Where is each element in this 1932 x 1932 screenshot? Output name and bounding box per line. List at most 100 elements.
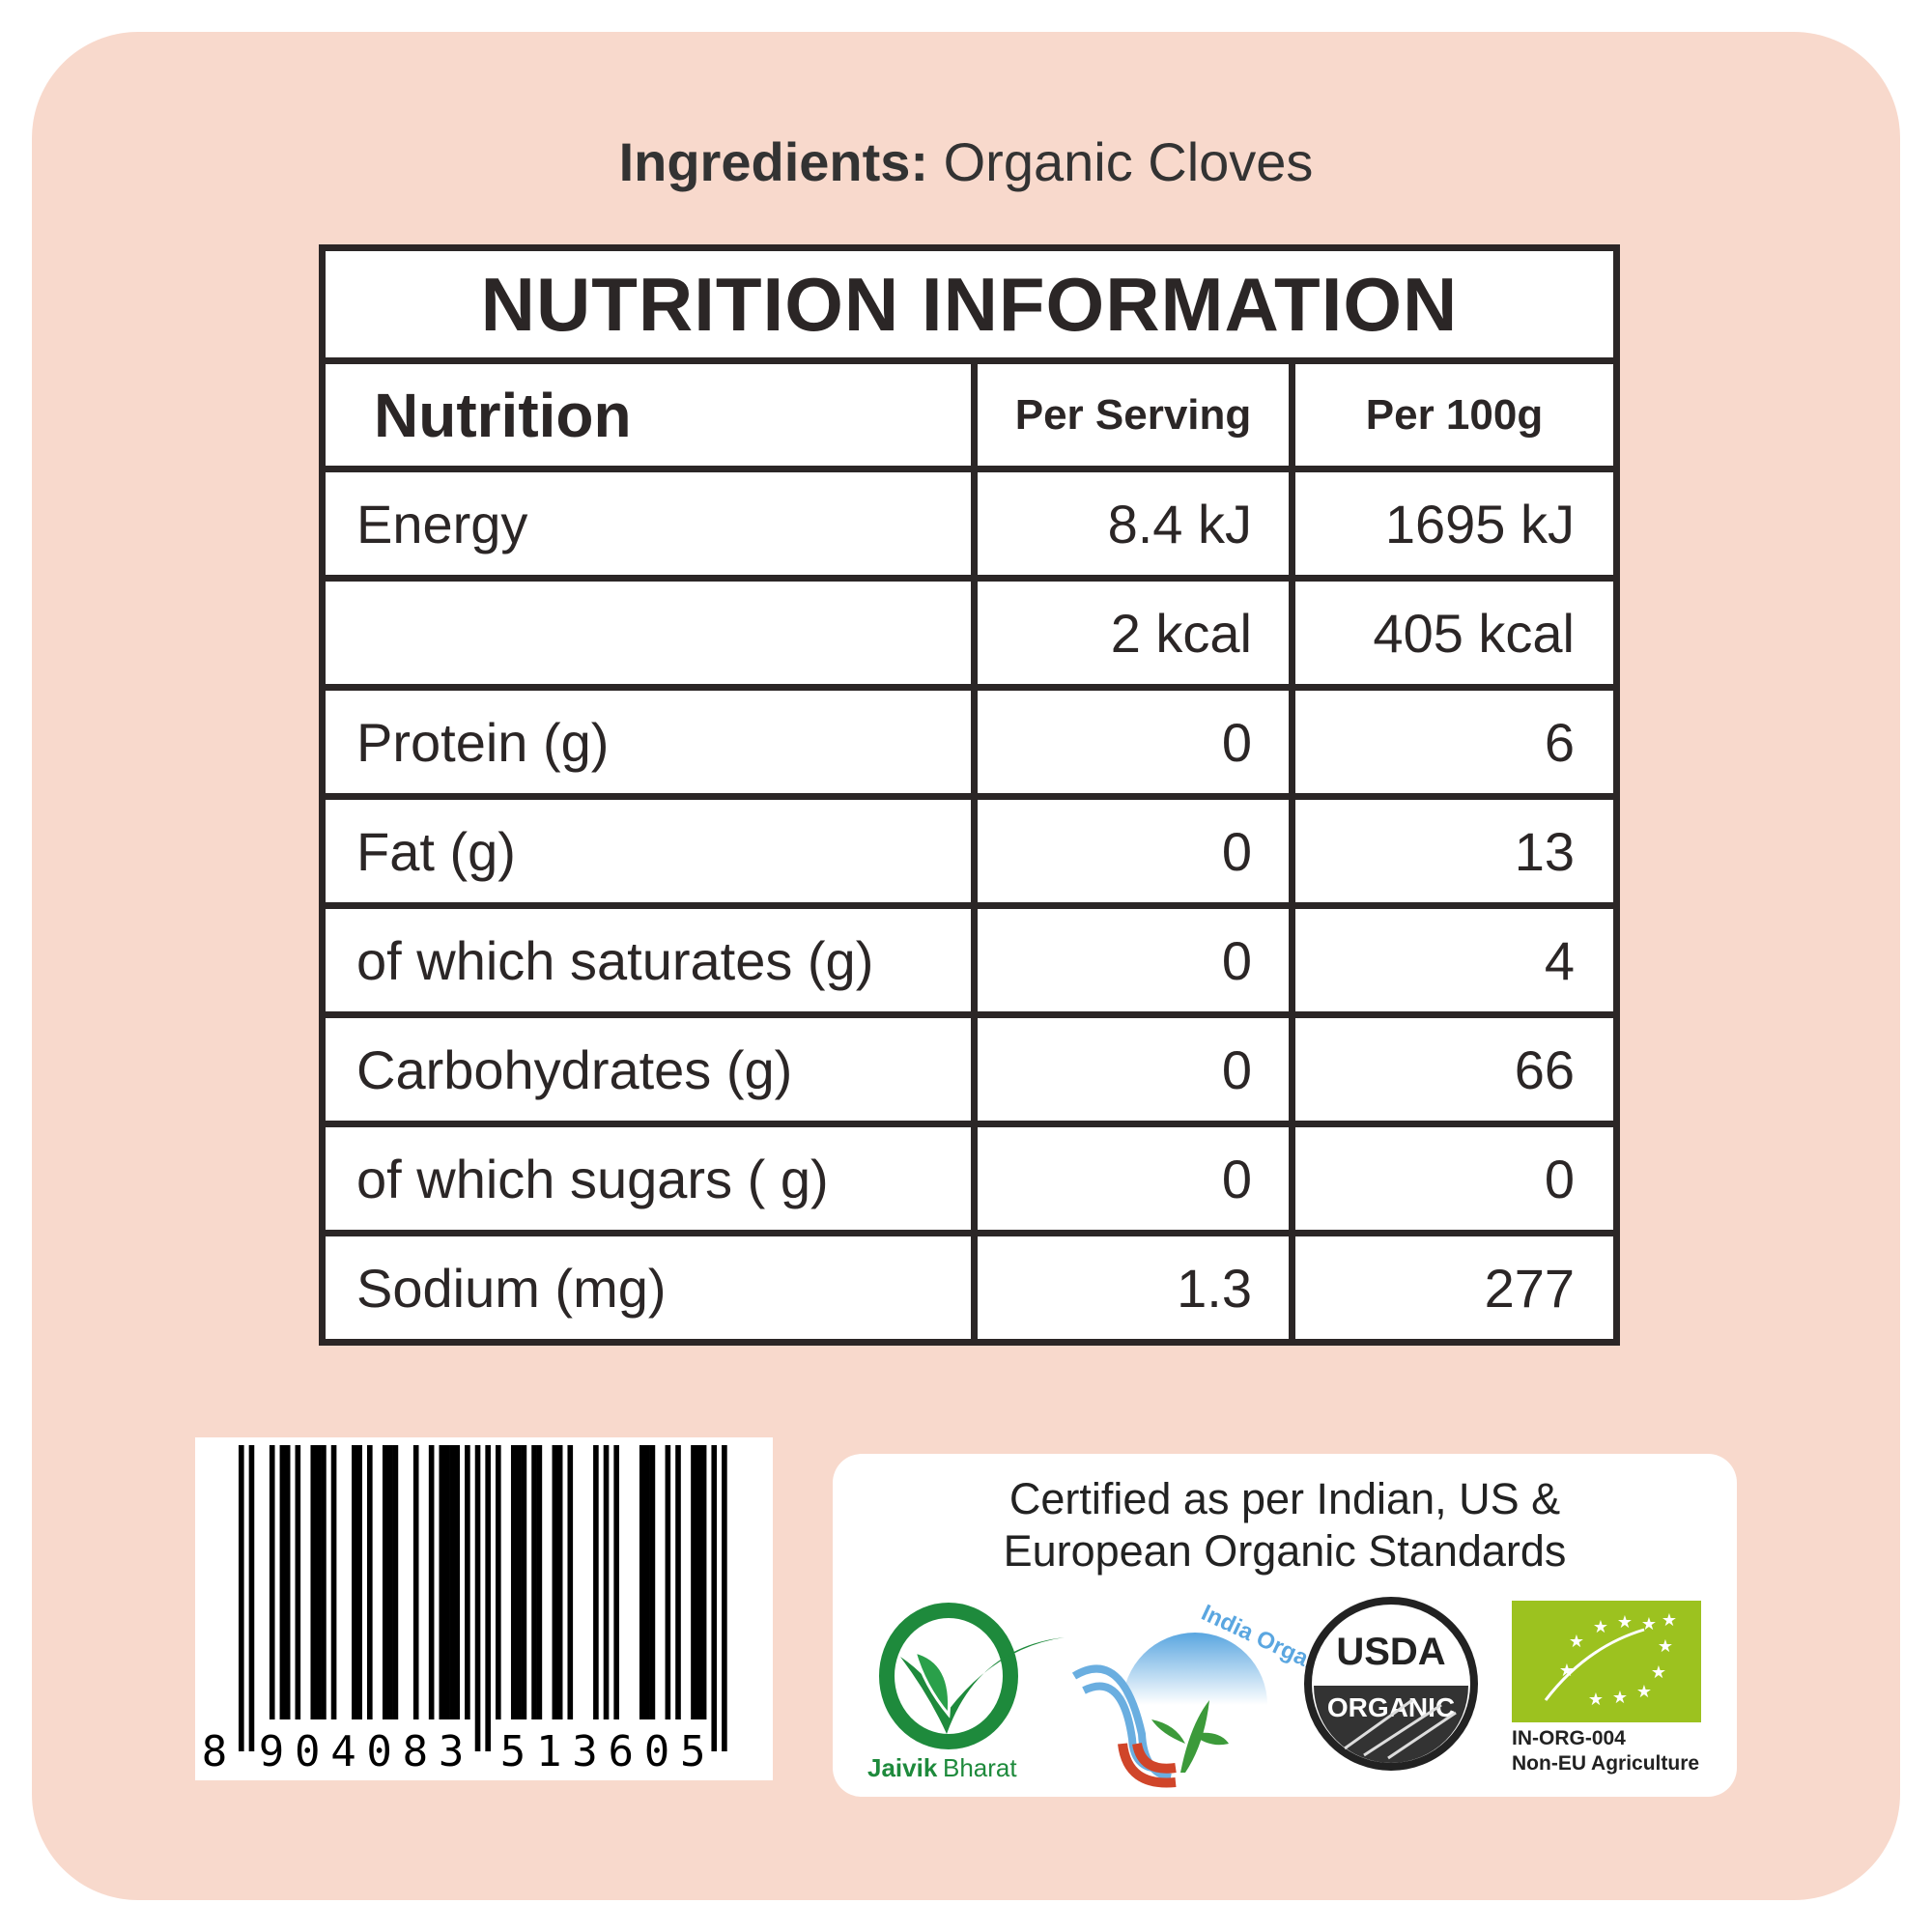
svg-text:★: ★ xyxy=(1559,1661,1575,1680)
nutrition-title: NUTRITION INFORMATION xyxy=(319,244,1620,364)
barcode-digit: 9 xyxy=(259,1727,285,1776)
india-organic-logo: India Organic xyxy=(1071,1600,1343,1788)
barcode-bar xyxy=(536,1445,543,1719)
barcode-bar xyxy=(696,1445,702,1719)
per-serving-value: 8.4 kJ xyxy=(971,466,1295,582)
usda-organic-logo: USDA ORGANIC xyxy=(1304,1597,1478,1771)
barcode-digit: 5 xyxy=(680,1727,706,1776)
barcode-bar xyxy=(474,1445,481,1751)
barcode-bar xyxy=(675,1445,681,1719)
barcode-bar xyxy=(485,1445,491,1751)
barcode-digit: 4 xyxy=(330,1727,356,1776)
barcode-digit: 3 xyxy=(572,1727,598,1776)
barcode-bar xyxy=(510,1445,517,1719)
barcode-bar xyxy=(593,1445,599,1719)
svg-text:★: ★ xyxy=(1651,1662,1666,1682)
barcode-digit: 0 xyxy=(366,1727,392,1776)
cert-line-1: Certified as per Indian, US & xyxy=(1009,1474,1561,1523)
per-100g-value: 13 xyxy=(1289,793,1620,909)
eu-organic-logo: ★★ ★ ★ ★ ★★★★★★ xyxy=(1512,1601,1701,1722)
barcode-bar xyxy=(516,1445,522,1719)
barcode-digit: 6 xyxy=(608,1727,634,1776)
barcode-bar xyxy=(269,1445,275,1719)
per-serving-value: 0 xyxy=(971,1121,1295,1236)
barcode-bar xyxy=(649,1445,656,1719)
barcode-bar xyxy=(700,1445,707,1719)
svg-text:★: ★ xyxy=(1569,1632,1584,1651)
nutrient-name: Fat (g) xyxy=(319,793,978,909)
ingredients-value: Organic Cloves xyxy=(943,131,1314,192)
per-100g-value: 277 xyxy=(1289,1230,1620,1346)
cert-line-2: European Organic Standards xyxy=(1003,1526,1567,1576)
per-100g-value: 6 xyxy=(1289,684,1620,800)
nutrient-name: Carbohydrates (g) xyxy=(319,1011,978,1127)
barcode-digit: 5 xyxy=(500,1727,526,1776)
barcode-bar xyxy=(367,1445,373,1719)
svg-text:★: ★ xyxy=(1593,1617,1608,1636)
header-per-100g: Per 100g xyxy=(1289,357,1620,472)
barcode-bar xyxy=(428,1445,435,1719)
barcode-bar xyxy=(603,1445,610,1719)
table-row: of which saturates (g) 0 4 xyxy=(319,902,1620,1018)
barcode-bar xyxy=(531,1445,537,1719)
jaivik-word2: Bharat xyxy=(943,1753,1017,1782)
per-100g-value: 0 xyxy=(1289,1121,1620,1236)
per-serving-value: 0 xyxy=(971,684,1295,800)
svg-text:★: ★ xyxy=(1662,1610,1677,1630)
ingredients-line: Ingredients: Organic Cloves xyxy=(0,130,1932,193)
svg-text:★: ★ xyxy=(1612,1688,1628,1707)
nutrient-name: of which saturates (g) xyxy=(319,902,978,1018)
eu-note: Non-EU Agriculture xyxy=(1512,1752,1700,1775)
per-serving-value: 0 xyxy=(971,1011,1295,1127)
barcode-bar xyxy=(279,1445,286,1719)
table-header-row: Nutrition Per Serving Per 100g xyxy=(319,357,1620,472)
barcode-bar xyxy=(556,1445,563,1719)
nutrient-name: of which sugars ( g) xyxy=(319,1121,978,1236)
barcode-bar xyxy=(521,1445,527,1719)
usda-top: USDA xyxy=(1336,1631,1445,1673)
header-nutrition: Nutrition xyxy=(319,357,978,472)
svg-text:★: ★ xyxy=(1617,1612,1633,1632)
barcode-digit: 8 xyxy=(403,1727,429,1776)
barcode-bar xyxy=(284,1445,291,1719)
barcode-bar xyxy=(387,1445,393,1719)
svg-text:★: ★ xyxy=(1588,1690,1604,1709)
barcode-digit: 8 xyxy=(202,1727,228,1776)
barcode-bar xyxy=(552,1445,558,1719)
svg-text:★: ★ xyxy=(1641,1614,1657,1634)
svg-text:★: ★ xyxy=(1658,1636,1673,1656)
barcode-bar xyxy=(449,1445,455,1719)
per-100g-value: 4 xyxy=(1289,902,1620,1018)
barcode-bar xyxy=(443,1445,450,1719)
barcode-bar xyxy=(392,1445,399,1719)
ingredients-label: Ingredients: xyxy=(618,131,929,192)
table-row: 2 kcal 405 kcal xyxy=(319,575,1620,691)
per-100g-value: 1695 kJ xyxy=(1289,466,1620,582)
barcode-bar xyxy=(722,1445,727,1751)
barcode-bar xyxy=(644,1445,650,1719)
barcode-bar xyxy=(465,1445,470,1719)
barcode-digit: 1 xyxy=(536,1727,562,1776)
barcode-bar xyxy=(352,1445,357,1719)
nutrient-name: Sodium (mg) xyxy=(319,1230,978,1346)
barcode-digit: 0 xyxy=(644,1727,670,1776)
barcode-bar xyxy=(691,1445,696,1719)
per-serving-value: 0 xyxy=(971,793,1295,909)
barcode-bar xyxy=(639,1445,645,1719)
per-100g-value: 66 xyxy=(1289,1011,1620,1127)
table-row: of which sugars ( g) 0 0 xyxy=(319,1121,1620,1236)
certification-box: Certified as per Indian, US & European O… xyxy=(833,1454,1737,1797)
table-row: Carbohydrates (g) 0 66 xyxy=(319,1011,1620,1127)
barcode-digit: 0 xyxy=(295,1727,321,1776)
barcode-bar xyxy=(239,1445,244,1751)
barcode-bar xyxy=(356,1445,362,1719)
eu-code: IN-ORG-004 xyxy=(1512,1727,1626,1749)
per-serving-value: 0 xyxy=(971,902,1295,1018)
nutrient-name xyxy=(319,575,978,691)
barcode-bar xyxy=(412,1445,419,1719)
per-serving-value: 1.3 xyxy=(971,1230,1295,1346)
barcode-bar xyxy=(439,1445,445,1719)
barcode-bar xyxy=(330,1445,337,1719)
